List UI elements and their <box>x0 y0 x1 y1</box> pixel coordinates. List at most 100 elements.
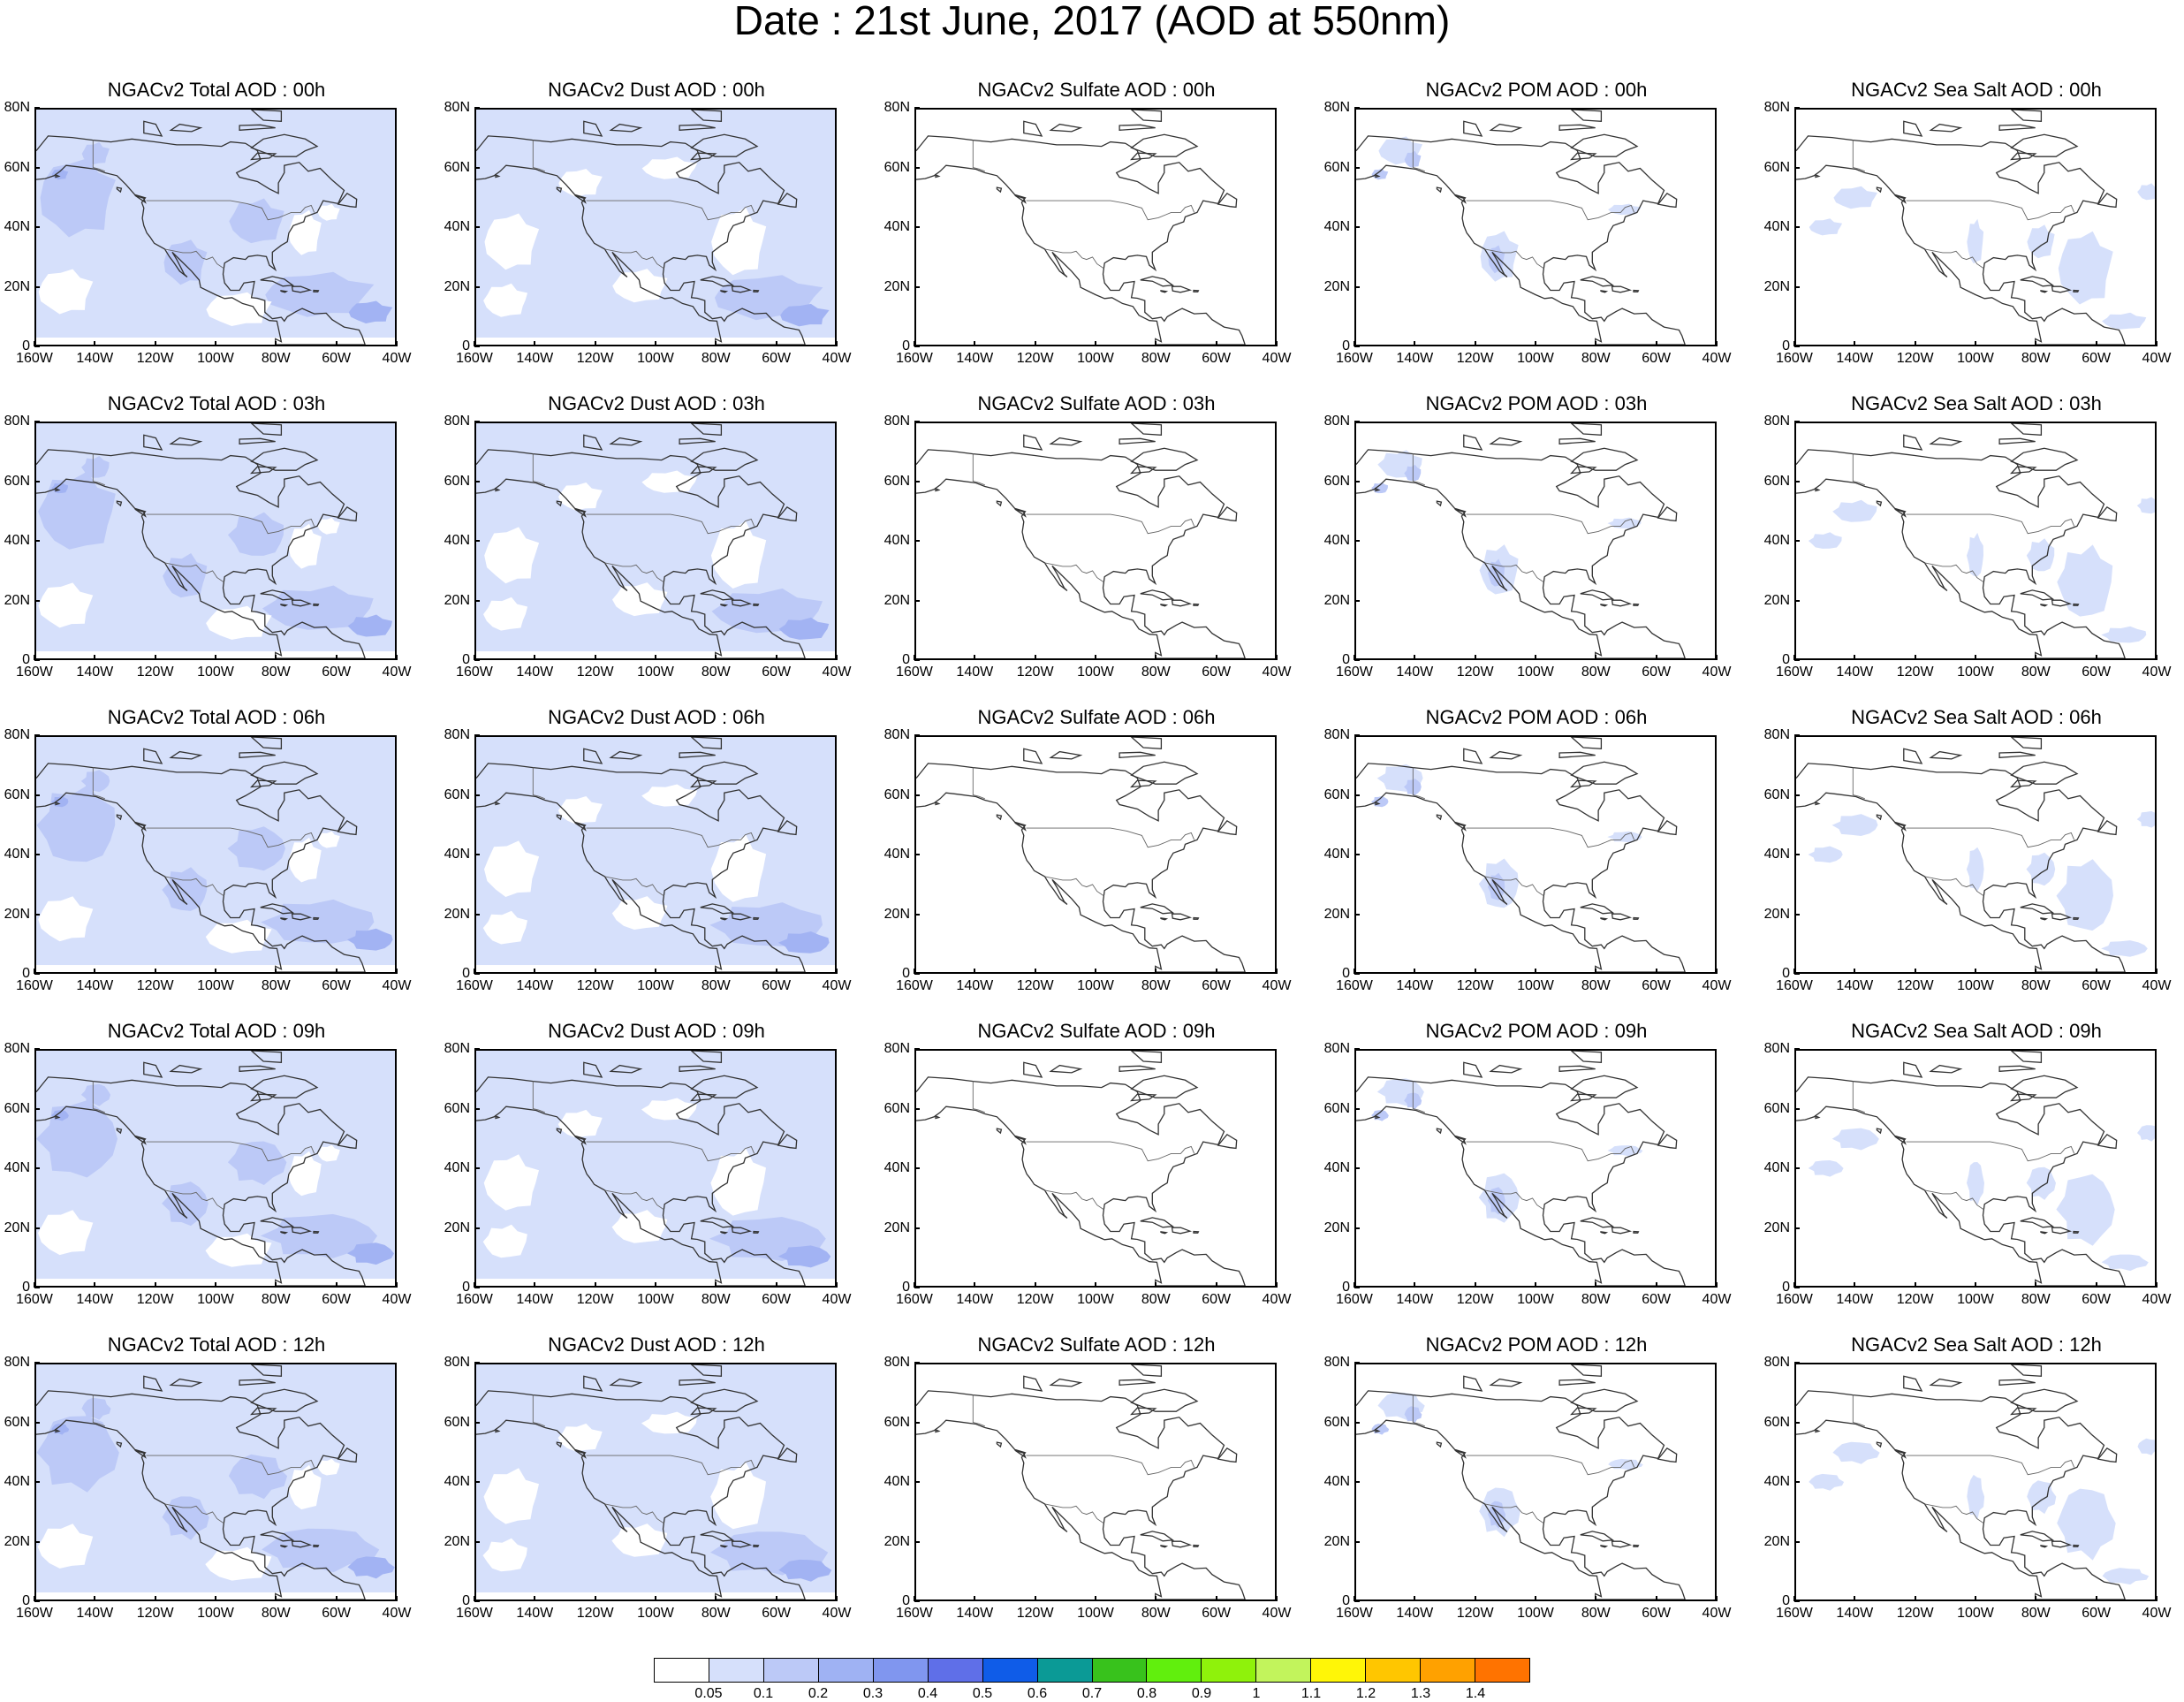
map-plot-area <box>34 108 397 346</box>
island-outline <box>1903 434 1923 451</box>
island-outline <box>1023 1375 1043 1392</box>
lon-tick <box>2035 1596 2037 1601</box>
lon-tick <box>215 655 216 660</box>
aod-map <box>476 1364 835 1599</box>
border-us-mexico <box>164 248 224 270</box>
island-outline <box>2051 1227 2073 1235</box>
panel-title: NGACv2 Total AOD : 12h <box>107 1333 326 1356</box>
lat-tick <box>474 913 480 916</box>
lon-tick <box>474 969 475 974</box>
border-us-canada <box>1466 513 1635 535</box>
lon-tick-label: 80W <box>701 351 731 366</box>
colorbar-swatch <box>1092 1659 1148 1682</box>
aod-map <box>36 1364 395 1599</box>
coastline <box>476 135 806 345</box>
aod-map <box>476 1051 835 1286</box>
border-us-canada <box>1466 1141 1635 1162</box>
island-outline <box>260 1217 295 1228</box>
island-outline <box>1119 1065 1156 1072</box>
lon-tick <box>1474 969 1476 974</box>
lon-tick <box>1095 1282 1096 1288</box>
aod-contour <box>2027 1480 2057 1515</box>
lon-tick-label: 80W <box>1141 1606 1171 1621</box>
lat-tick-label: 20N <box>4 1533 30 1549</box>
island-outline <box>116 1128 123 1135</box>
aod-contour <box>2056 1174 2115 1246</box>
lon-tick <box>1095 1596 1096 1601</box>
island-outline <box>2040 917 2049 921</box>
island-outline <box>1130 1075 1199 1098</box>
lon-tick-label: 140W <box>516 1606 554 1621</box>
lat-tick <box>474 285 480 288</box>
lon-tick <box>1914 1596 1916 1601</box>
lat-tick-label: 0 <box>22 1280 30 1295</box>
island-outline <box>1375 173 1381 179</box>
lon-tick-label: 120W <box>1016 978 1054 993</box>
aod-map <box>1796 110 2155 345</box>
lon-tick-label: 120W <box>1896 1292 1934 1307</box>
island-outline <box>689 1093 717 1102</box>
lon-tick-label: 120W <box>136 1606 174 1621</box>
lat-tick-label: 0 <box>462 966 470 981</box>
lon-tick-label: 100W <box>197 1606 234 1621</box>
island-outline <box>609 1378 643 1387</box>
aod-clear-region <box>557 796 603 824</box>
lon-tick-label: 160W <box>1776 665 1813 680</box>
island-outline <box>2020 903 2055 915</box>
island-outline <box>55 801 61 806</box>
island-outline <box>169 750 203 760</box>
lon-tick-label: 80W <box>2021 665 2051 680</box>
aod-contour <box>1808 846 1843 863</box>
lat-tick <box>474 1167 480 1169</box>
aod-contour <box>81 141 110 165</box>
island-outline <box>1049 1064 1083 1074</box>
island-outline <box>574 508 587 518</box>
island-outline <box>1454 1136 1467 1145</box>
island-outline <box>239 751 276 758</box>
lon-tick-label: 160W <box>16 665 53 680</box>
lat-tick-label: 80N <box>883 1041 910 1056</box>
island-outline <box>1489 437 1523 446</box>
island-outline <box>239 1379 276 1386</box>
lon-tick-label: 100W <box>197 665 234 680</box>
lat-tick-label: 20N <box>444 1533 470 1549</box>
lat-tick-label: 0 <box>22 966 30 981</box>
lon-tick <box>1155 341 1157 346</box>
aod-contour <box>1809 1473 1845 1491</box>
lon-tick-label: 100W <box>1077 978 1114 993</box>
lon-tick <box>2156 1282 2157 1288</box>
lon-tick <box>1155 969 1157 974</box>
lon-tick <box>1215 341 1217 346</box>
island-outline <box>2073 289 2080 293</box>
lat-tick <box>914 599 920 602</box>
lon-tick <box>775 1596 777 1601</box>
lon-tick-label: 80W <box>1141 1292 1171 1307</box>
colorbar-label: 1.1 <box>1301 1686 1322 1701</box>
lon-tick <box>335 1596 337 1601</box>
lon-tick <box>655 969 656 974</box>
island-outline <box>249 466 277 475</box>
lon-tick <box>474 655 475 660</box>
island-outline <box>1657 192 1678 209</box>
island-outline <box>280 1545 289 1548</box>
panel-title: NGACv2 Dust AOD : 12h <box>548 1333 765 1356</box>
aod-contour <box>1808 532 1842 549</box>
lon-tick <box>1793 655 1795 660</box>
island-outline <box>1160 604 1169 607</box>
island-outline <box>1130 761 1199 785</box>
lat-tick-label: 60N <box>444 159 470 175</box>
panel-title: NGACv2 POM AOD : 03h <box>1425 392 1648 414</box>
border-us-mexico <box>1924 1503 1984 1524</box>
aod-contour <box>1967 1162 1984 1206</box>
aod-contour <box>2102 1568 2150 1585</box>
island-outline <box>116 186 123 194</box>
lat-tick <box>1354 734 1360 736</box>
lat-tick-label: 40N <box>883 1474 910 1489</box>
island-outline <box>2073 1544 2080 1547</box>
border-alaska <box>1412 1081 1425 1113</box>
island-outline <box>1454 1449 1467 1459</box>
lat-tick <box>474 1600 480 1602</box>
lat-tick <box>474 1421 480 1424</box>
island-outline <box>1903 1061 1923 1078</box>
island-outline <box>1580 589 1615 601</box>
